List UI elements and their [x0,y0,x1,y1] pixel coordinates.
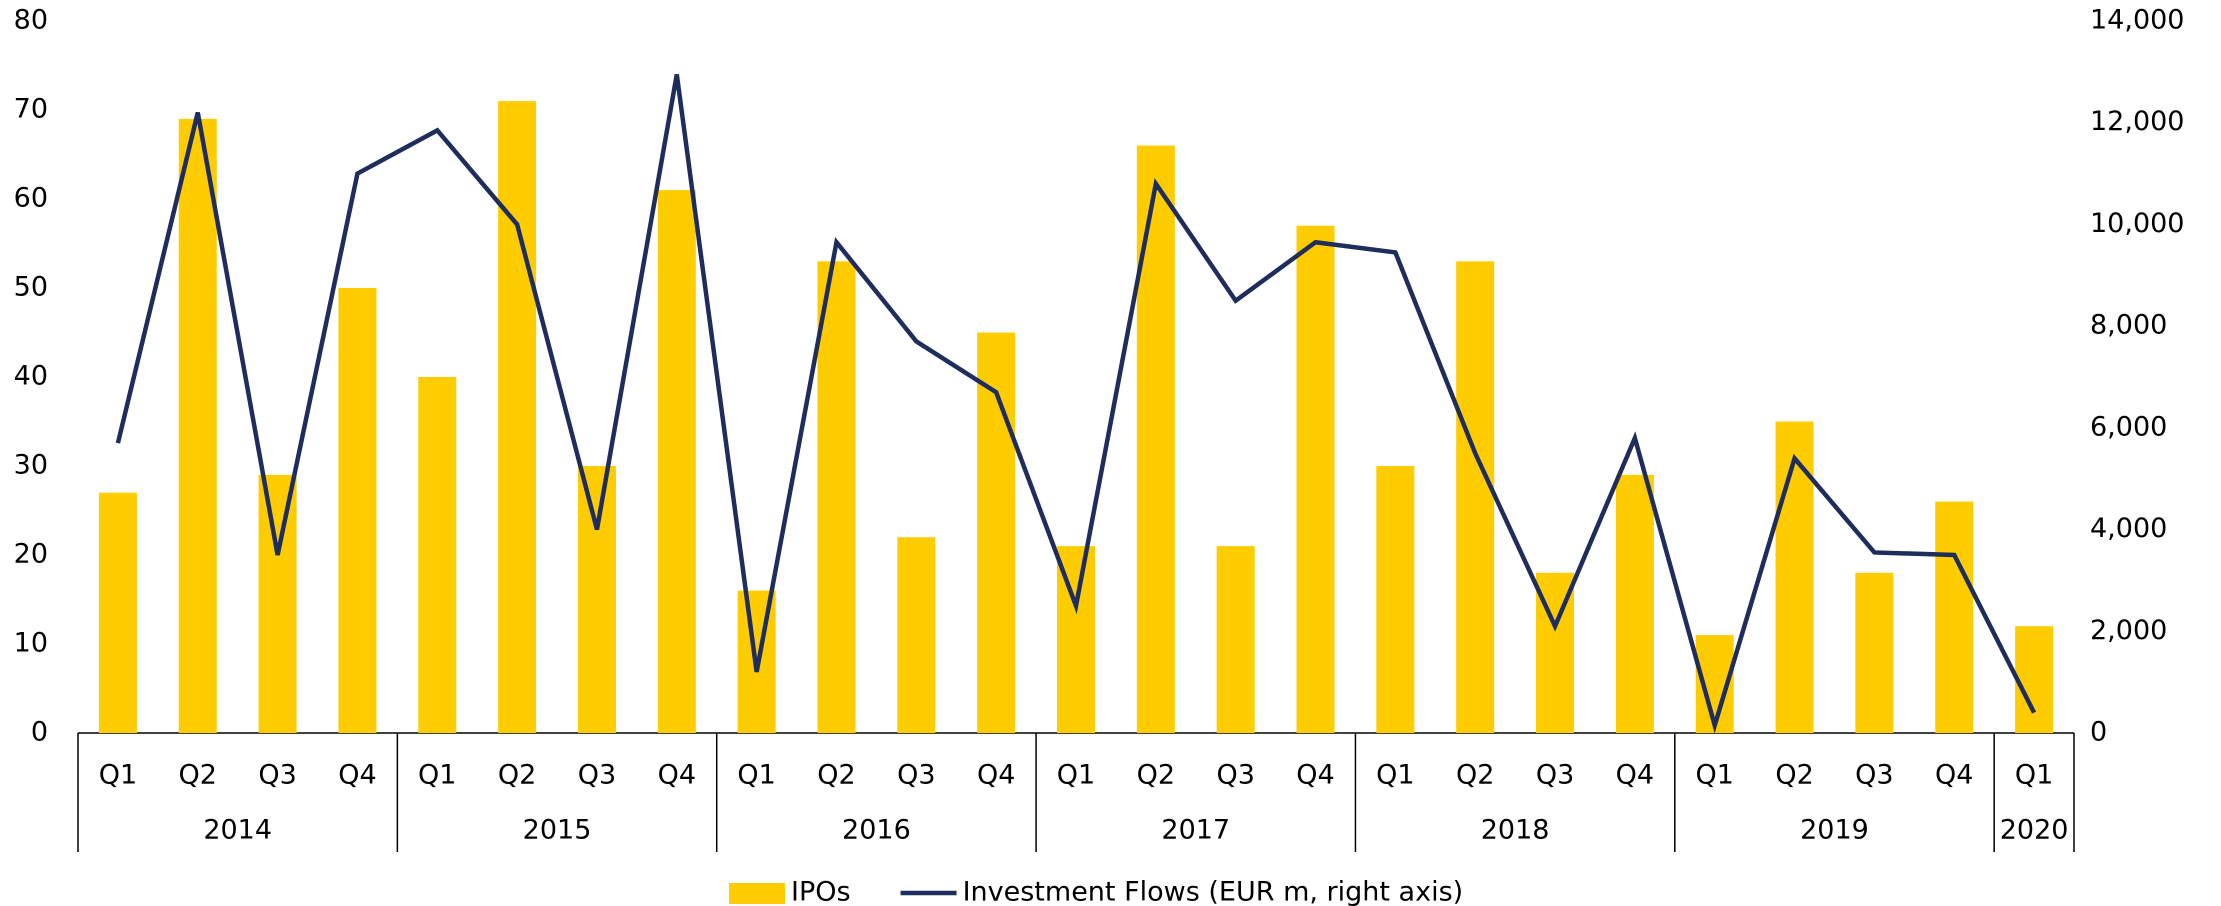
x-tick-label: Q4 [1935,760,1973,791]
y-tick-label: 50 [14,272,48,303]
bar [1775,421,1814,733]
x-tick-label: Q2 [498,760,536,791]
bar [577,466,616,733]
y2-tick-label: 12,000 [2090,106,2184,137]
x-tick-label: Q3 [1536,760,1574,791]
x-tick-label: Q2 [817,760,855,791]
x-tick-label: Q2 [1456,760,1494,791]
x-tick-label: Q2 [179,760,217,791]
x-tick-label: Q2 [1775,760,1813,791]
line [115,74,2037,734]
bar [1935,501,1974,733]
y2-tick-label: 2,000 [2090,615,2167,646]
y-tick-label: 20 [14,539,48,570]
x-tick-label: Q3 [1216,760,1254,791]
x-tick-label: Q3 [578,760,616,791]
x-tick-label: Q2 [1137,760,1175,791]
bar [1296,225,1335,733]
bar [338,288,377,733]
group-label: 2016 [842,815,911,846]
group-label: 2019 [1800,815,1869,846]
bar [98,492,137,733]
bar [2015,626,2054,733]
bar [657,190,696,734]
x-tick-label: Q3 [897,760,935,791]
y2-tick-label: 4,000 [2090,513,2167,544]
x-tick-label: Q4 [977,760,1015,791]
y2-tick-label: 14,000 [2090,5,2184,36]
bar [1615,474,1654,733]
y-tick-label: 0 [31,717,48,748]
y2-tick-label: 10,000 [2090,208,2184,239]
bar [1136,145,1175,734]
x-tick-label: Q1 [418,760,456,791]
x-tick-label: Q1 [1696,760,1734,791]
y-tick-label: 60 [14,183,48,214]
y2-tick-label: 6,000 [2090,411,2167,442]
y2-tick-label: 0 [2090,717,2107,748]
bar [1855,572,1894,733]
group-label: 2014 [203,815,272,846]
legend-swatch [729,883,785,904]
x-tick-label: Q1 [99,760,137,791]
x-tick-label: Q3 [258,760,296,791]
bar [178,118,217,733]
x-tick-label: Q1 [1057,760,1095,791]
x-tick-label: Q4 [658,760,696,791]
legend-label: Investment Flows (EUR m, right axis) [963,877,1464,906]
x-tick-label: Q3 [1855,760,1893,791]
group-label: 2015 [523,815,592,846]
x-tick-label: Q4 [1296,760,1334,791]
bar [897,537,936,733]
y-tick-label: 40 [14,361,48,392]
group-label: 2018 [1481,815,1550,846]
x-tick-label: Q4 [1616,760,1654,791]
bar [1376,466,1415,733]
x-tick-label: Q4 [338,760,376,791]
bar [817,261,856,733]
y-tick-label: 80 [14,5,48,36]
x-tick-label: Q1 [1376,760,1414,791]
y-tick-label: 70 [14,94,48,125]
group-label: 2017 [1161,815,1230,846]
bar [977,332,1016,733]
bar [418,377,457,733]
bar [498,101,537,734]
y-tick-label: 10 [14,628,48,659]
x-tick-label: Q1 [737,760,775,791]
y-tick-label: 30 [14,450,48,481]
bar [1456,261,1495,733]
y2-tick-label: 8,000 [2090,310,2167,341]
bar [1216,546,1255,733]
bar [258,474,297,733]
legend-label: IPOs [791,877,851,906]
x-tick-label: Q1 [2015,760,2053,791]
group-label: 2020 [2000,815,2069,846]
